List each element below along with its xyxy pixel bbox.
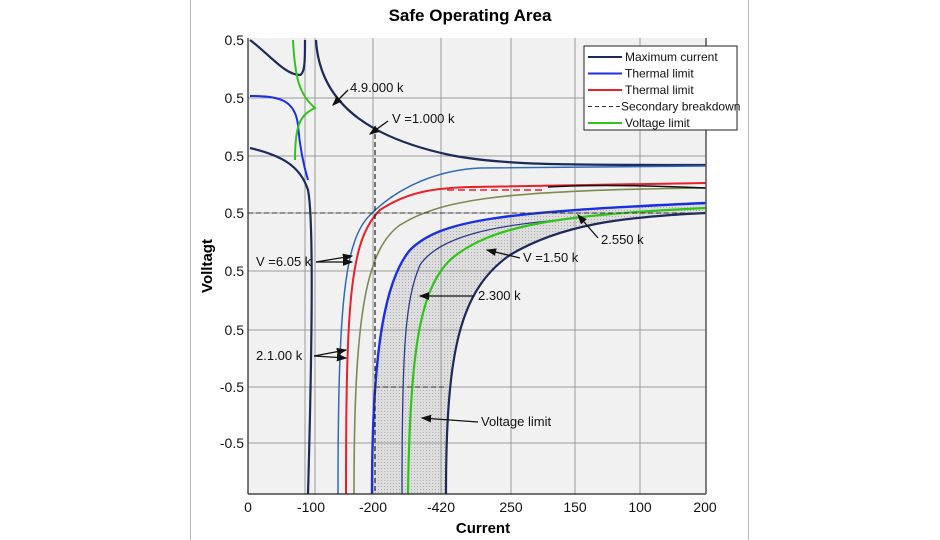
y-tick-label: -0.5 xyxy=(220,435,244,451)
annotation-label: Voltage limit xyxy=(481,414,551,429)
y-axis-label: Volltagt xyxy=(199,239,216,293)
annotation-label: 2.550 k xyxy=(601,232,644,247)
annotation-label: V =1.50 k xyxy=(523,250,579,265)
shaded-region xyxy=(372,203,706,494)
annotation-label: V =1.000 k xyxy=(392,111,455,126)
x-tick-label: 100 xyxy=(628,499,652,515)
max-current-curve-topleft xyxy=(249,39,307,77)
annotation-arrow xyxy=(485,248,521,259)
curve-olive xyxy=(353,187,707,495)
x-tick-label: 200 xyxy=(693,499,717,515)
annotation-arrow xyxy=(577,214,599,239)
y-tick-label: 0.5 xyxy=(225,90,245,106)
voltage-limit-curve-left xyxy=(292,39,317,161)
x-axis-label: Current xyxy=(456,520,510,537)
x-tick-label: -100 xyxy=(297,499,325,515)
annotation-label: V =6.05 k xyxy=(256,254,312,269)
x-tick-label: 0 xyxy=(244,499,252,515)
legend-entry: Thermal limit xyxy=(625,83,694,97)
annotation-label: 2.1.00 k xyxy=(256,348,303,363)
max-current-curve-left xyxy=(249,146,313,495)
legend-entry: Secondary breakdown xyxy=(621,100,740,114)
annotation-arrow xyxy=(420,414,479,423)
y-tick-label: 0.5 xyxy=(225,205,245,221)
thermal-limit-curve-red xyxy=(345,182,707,495)
legend-entry: Voltage limit xyxy=(625,116,690,130)
voltage-limit-curve xyxy=(406,206,707,495)
annotation-label: 4.9.000 k xyxy=(350,80,404,95)
frame-right-border xyxy=(748,0,749,540)
x-tick-label: -200 xyxy=(359,499,387,515)
frame-left-border xyxy=(190,0,191,540)
annotation-arrow xyxy=(332,89,349,106)
y-tick-label: 0.5 xyxy=(225,322,245,338)
annotation-label: 2.300 k xyxy=(478,288,521,303)
chart-title: Safe Operating Area xyxy=(389,6,552,25)
legend-entry: Thermal limit xyxy=(625,67,694,81)
thermal-limit-curve-blue xyxy=(370,201,707,495)
legend: Maximum current Thermal limit Thermal limi… xyxy=(583,45,740,131)
y-tick-label: 0.5 xyxy=(225,263,245,279)
x-tick-label: -420 xyxy=(427,499,455,515)
x-tick-label: 250 xyxy=(499,499,523,515)
curve-thin-navy xyxy=(401,219,561,495)
annotation-arrow xyxy=(368,120,389,135)
annotation-arrow xyxy=(315,253,354,263)
y-tick-label: 0.5 xyxy=(225,32,245,48)
annotation-arrow xyxy=(313,347,348,357)
x-tick-label: 150 xyxy=(563,499,587,515)
y-tick-label: -0.5 xyxy=(220,379,244,395)
legend-entry: Maximum current xyxy=(625,50,718,64)
annotation-arrow xyxy=(313,353,348,362)
curve-black xyxy=(547,184,707,189)
thermal-curve-steelblue xyxy=(337,165,707,495)
y-tick-label: 0.5 xyxy=(225,148,245,164)
